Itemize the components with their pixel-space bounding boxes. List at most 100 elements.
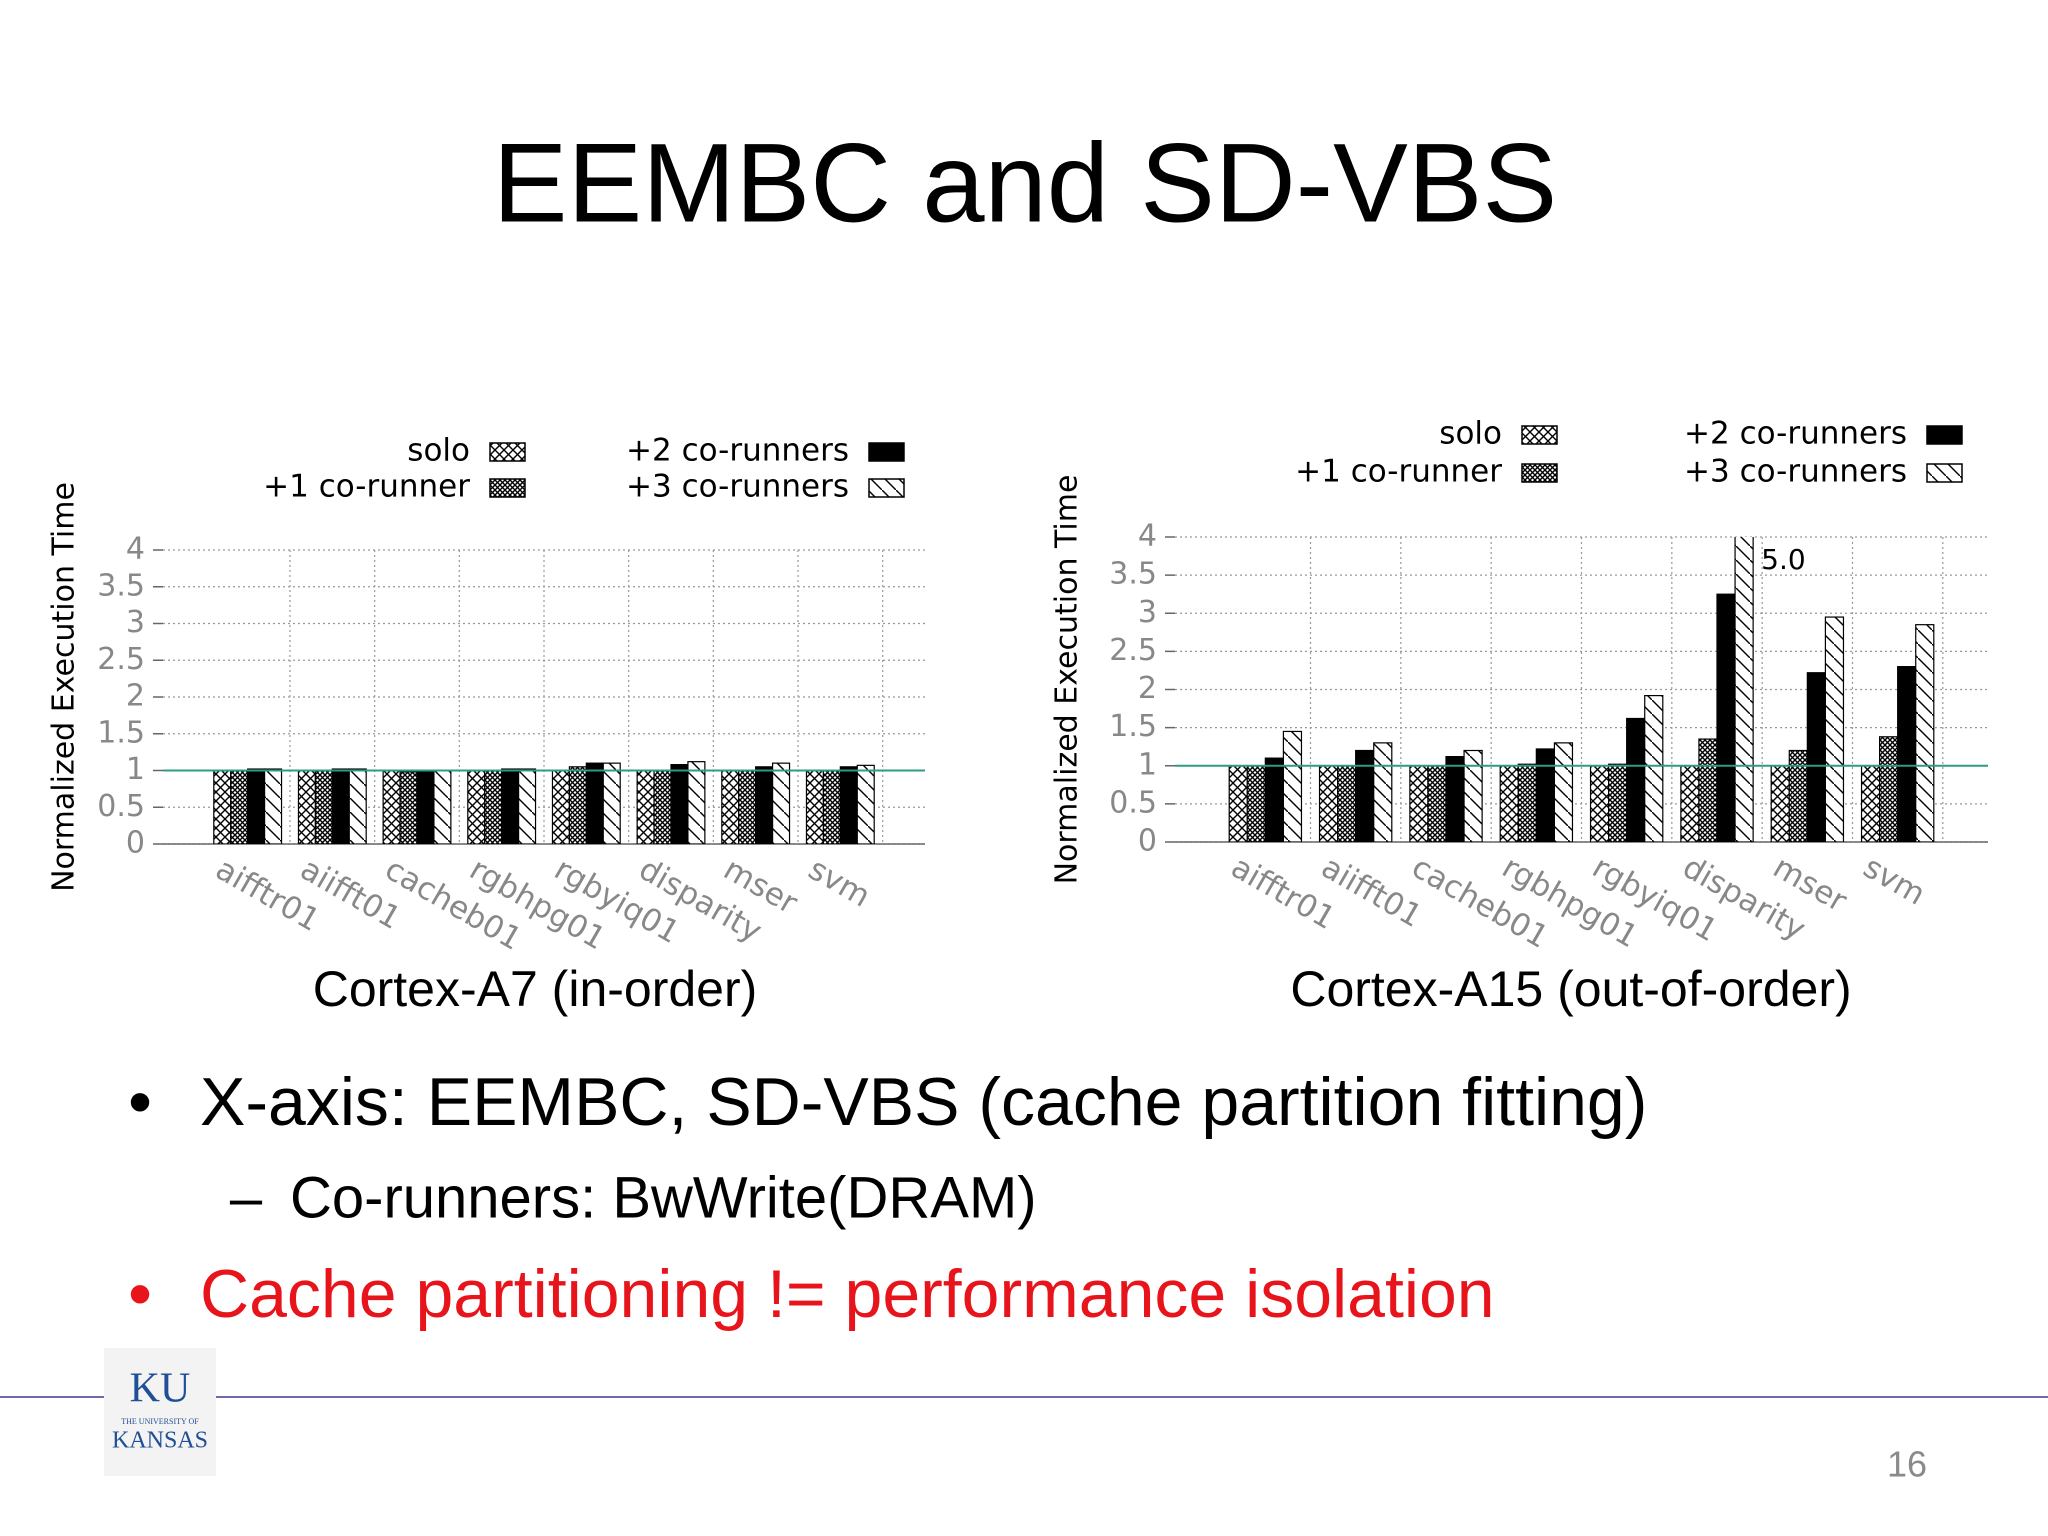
bar	[856, 764, 875, 844]
x-tick-label: aifftr01	[1225, 849, 1341, 937]
bar	[636, 769, 655, 844]
x-tick-label: aiifft01	[1315, 849, 1428, 935]
y-tick-label: 3	[126, 605, 145, 640]
bar	[517, 768, 537, 844]
bar	[551, 769, 571, 844]
legend-swatch	[489, 442, 526, 462]
chart-caption: Cortex-A15 (out-of-order)	[1290, 961, 1851, 1017]
y-tick-label: 2.5	[97, 642, 145, 677]
y-tick-label: 2	[1138, 671, 1157, 706]
value-label: 5.0	[1761, 543, 1806, 576]
y-tick-label: 4	[126, 532, 145, 567]
bullet-list: • X-axis: EEMBC, SD-VBS (cache partition …	[128, 1064, 1647, 1332]
bar	[1264, 757, 1285, 842]
y-axis-label: Normalized Execution Time	[1050, 475, 1085, 885]
bar	[1373, 742, 1393, 842]
y-tick-label: 0.5	[97, 789, 145, 824]
logo-line: KANSAS	[112, 1428, 208, 1454]
bar	[1355, 749, 1375, 842]
y-tick-label: 4	[1138, 519, 1157, 554]
y-tick-label: 1.5	[1109, 709, 1157, 744]
bar	[1680, 765, 1700, 842]
slide-title: EEMBC and SD-VBS	[493, 121, 1557, 246]
x-tick-label: svm	[802, 851, 876, 915]
logo-line: THE UNIVERSITY OF	[121, 1417, 199, 1426]
bars	[1228, 537, 1935, 842]
x-tick-label: svm	[1857, 849, 1931, 913]
bar	[1589, 765, 1610, 842]
bar	[1860, 765, 1881, 842]
bar	[1607, 763, 1628, 842]
bar	[1318, 765, 1339, 842]
bar	[687, 761, 706, 844]
legend-label: +1 co-runner	[1295, 454, 1502, 490]
bar	[399, 771, 418, 844]
bar	[213, 769, 232, 844]
bar	[416, 771, 435, 844]
sub-bullet-dash: –	[230, 1165, 263, 1230]
chart: 00.511.522.533.54 Normalized Execution Ti…	[47, 433, 925, 1017]
bar	[1626, 717, 1646, 842]
bar	[331, 768, 350, 844]
bar	[771, 762, 791, 844]
bullet-dot: •	[128, 1256, 152, 1332]
legend-swatch	[868, 442, 905, 462]
bar	[1788, 749, 1808, 842]
bar	[822, 769, 841, 844]
bar	[1553, 742, 1574, 842]
bars	[213, 761, 875, 844]
bar	[297, 769, 317, 844]
y-tick-label: 0.5	[1109, 785, 1157, 820]
legend-swatch	[489, 478, 526, 498]
bar	[1897, 666, 1917, 842]
bar	[1336, 765, 1357, 842]
bar	[839, 766, 858, 844]
logo-mark: KU	[130, 1366, 191, 1412]
bar	[314, 769, 333, 844]
bar	[1427, 765, 1447, 842]
bar	[1770, 765, 1790, 842]
bar	[1878, 736, 1899, 842]
legend-label: +3 co-runners	[1684, 454, 1907, 490]
bar	[1915, 624, 1935, 842]
bar	[1463, 749, 1483, 842]
legend-label: solo	[1439, 416, 1502, 452]
bar	[348, 768, 367, 844]
y-tick-label: 2.5	[1109, 633, 1157, 668]
bar	[230, 769, 249, 844]
legend-label: +2 co-runners	[1684, 416, 1907, 452]
bar	[1246, 765, 1266, 842]
legend-swatch	[868, 478, 905, 498]
bar	[1517, 763, 1537, 842]
bar	[1499, 765, 1519, 842]
y-axis-label: Normalized Execution Time	[47, 482, 82, 892]
bar	[247, 768, 266, 844]
logo-box	[104, 1348, 216, 1476]
legend-label: +2 co-runners	[626, 433, 849, 469]
bar	[1716, 593, 1736, 842]
bar	[585, 762, 604, 844]
bar	[1228, 765, 1248, 842]
y-tick-label: 1.5	[97, 715, 145, 750]
bar	[433, 769, 452, 844]
bar	[1282, 730, 1303, 842]
bullet-text: X-axis: EEMBC, SD-VBS (cache partition f…	[200, 1064, 1647, 1140]
legend-label: solo	[407, 433, 470, 469]
legend-swatch	[1926, 463, 1963, 483]
legend-label: +1 co-runner	[263, 469, 470, 505]
sub-bullet-text: Co-runners: BwWrite(DRAM)	[290, 1165, 1037, 1230]
y-tick-label: 0	[1138, 824, 1157, 859]
y-tick-label: 1	[1138, 747, 1157, 782]
legend-label: +3 co-runners	[626, 469, 849, 505]
bar	[568, 766, 587, 844]
bar	[738, 769, 757, 844]
page-number: 16	[1887, 1444, 1927, 1485]
bullet-text: Cache partitioning != performance isolat…	[200, 1256, 1495, 1332]
y-tick-label: 0	[126, 826, 145, 861]
bar	[1824, 616, 1845, 842]
y-tick-label: 1	[126, 752, 145, 787]
bar	[484, 769, 503, 844]
bar	[1445, 755, 1465, 842]
y-tick-label: 3	[1138, 595, 1157, 630]
